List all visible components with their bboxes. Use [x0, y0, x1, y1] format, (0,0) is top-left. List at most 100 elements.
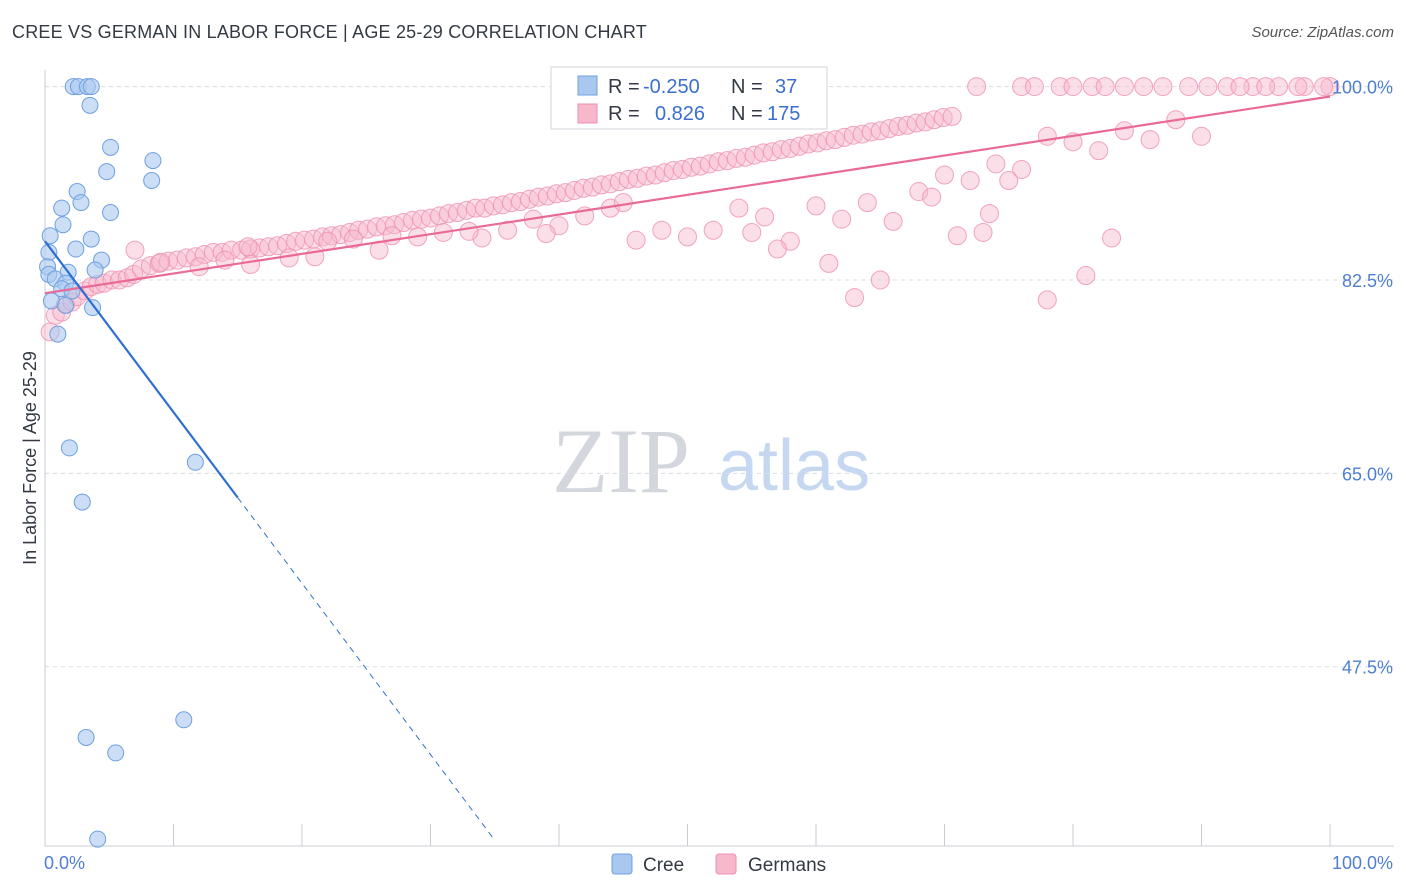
germans-point — [870, 270, 890, 290]
cree-trend-line — [44, 240, 239, 499]
germans-point — [703, 220, 723, 240]
axes — [44, 70, 1394, 847]
trend-lines — [44, 95, 1331, 841]
germans-point — [819, 253, 839, 273]
watermark-atlas: atlas — [718, 426, 870, 506]
germans-point — [1037, 290, 1057, 310]
y-tick-label: 65.0% — [1342, 464, 1393, 484]
germans-point — [238, 237, 258, 257]
germans-point — [1179, 77, 1199, 97]
germans-point — [125, 240, 145, 260]
germans-point — [221, 240, 241, 260]
germans-point — [1314, 77, 1334, 97]
germans-point — [498, 220, 518, 240]
bottom-legend-cree: Cree — [643, 855, 684, 876]
germans-point — [1320, 77, 1340, 97]
germans-point — [742, 222, 762, 242]
germans-point — [1076, 266, 1096, 286]
germans-point — [755, 207, 775, 227]
cree-point — [57, 296, 75, 314]
germans-point — [1024, 77, 1044, 97]
germans-point — [241, 254, 261, 274]
germans-point — [1114, 77, 1134, 97]
cree-point — [175, 711, 193, 729]
y-tick-label: 47.5% — [1342, 658, 1393, 678]
legend-n-label-germans: N = — [731, 103, 763, 125]
bottom-legend-swatch-cree — [611, 853, 633, 875]
germans-point — [652, 220, 672, 240]
legend-swatch-germans — [577, 103, 598, 124]
legend-swatch-cree — [577, 75, 598, 96]
germans-point — [806, 196, 826, 216]
germans-point — [942, 106, 962, 126]
cree-point — [49, 325, 67, 343]
cree-point — [186, 453, 204, 471]
germans-point — [845, 288, 865, 308]
legend-n-value-cree: 37 — [775, 76, 797, 98]
germans-trend-line — [44, 95, 1331, 295]
germans-point — [1153, 77, 1173, 97]
germans-point — [626, 230, 646, 250]
germans-point — [1063, 77, 1083, 97]
germans-point — [613, 193, 633, 213]
germans-point — [973, 222, 993, 242]
cree-trend-extension — [237, 497, 496, 841]
germans-point — [343, 229, 363, 249]
germans-point — [678, 227, 697, 247]
x-tick-label-max: 100.0% — [1332, 853, 1393, 873]
bottom-legend-swatch-germans — [715, 853, 737, 875]
y-tick-label: 82.5% — [1342, 271, 1393, 291]
cree-points — [39, 78, 204, 848]
germans-point — [947, 226, 967, 246]
cree-point — [72, 194, 90, 212]
germans-point — [1134, 77, 1154, 97]
germans-point — [1089, 141, 1109, 161]
germans-point — [1288, 77, 1308, 97]
x-tick-label-min: 0.0% — [44, 853, 85, 873]
germans-point — [1230, 77, 1250, 97]
germans-point — [1102, 228, 1122, 248]
cree-point — [77, 728, 95, 746]
germans-point — [151, 252, 171, 272]
germans-point — [999, 171, 1019, 191]
germans-point — [1256, 77, 1276, 97]
germans-point — [1192, 126, 1211, 146]
source-label: Source: ZipAtlas.com — [1251, 24, 1394, 41]
germans-point — [967, 77, 987, 97]
germans-point — [1095, 77, 1115, 97]
cree-point — [42, 292, 60, 310]
legend-n-value-germans: 175 — [767, 103, 800, 125]
germans-point — [986, 154, 1006, 174]
germans-point — [536, 224, 556, 244]
legend-r-label-germans: R = — [608, 103, 640, 125]
legend-n-label-cree: N = — [731, 76, 763, 98]
cree-point — [60, 439, 78, 457]
germans-point — [459, 221, 479, 241]
bottom-legend: Cree Germans — [611, 853, 826, 876]
germans-point — [1037, 126, 1057, 146]
germans-point — [960, 171, 980, 191]
cree-point — [81, 96, 99, 114]
germans-point — [1012, 159, 1032, 179]
cree-point — [98, 163, 116, 181]
y-axis-label: In Labor Force | Age 25-29 — [20, 351, 40, 565]
cree-point — [73, 493, 91, 511]
cree-point — [143, 172, 161, 190]
cree-point — [54, 216, 72, 234]
cree-point — [82, 78, 100, 96]
germans-point — [729, 198, 749, 218]
cree-point — [102, 204, 120, 222]
legend-r-value-germans: 0.826 — [655, 103, 705, 125]
chart-title: CREE VS GERMAN IN LABOR FORCE | AGE 25-2… — [12, 22, 647, 42]
cree-point — [67, 240, 85, 258]
germans-point — [1198, 77, 1218, 97]
germans-point — [979, 204, 999, 224]
germans-point — [1114, 121, 1134, 141]
germans-point — [318, 231, 338, 251]
cree-point — [89, 830, 107, 848]
legend-box: R = -0.250 N = 37 R = 0.826 N = 175 — [550, 66, 828, 130]
cree-point — [82, 230, 100, 248]
tick-labels: 47.5% 65.0% 82.5% 100.0% 0.0% 100.0% — [44, 78, 1393, 873]
cree-point — [107, 744, 125, 762]
germans-point — [1140, 130, 1160, 150]
